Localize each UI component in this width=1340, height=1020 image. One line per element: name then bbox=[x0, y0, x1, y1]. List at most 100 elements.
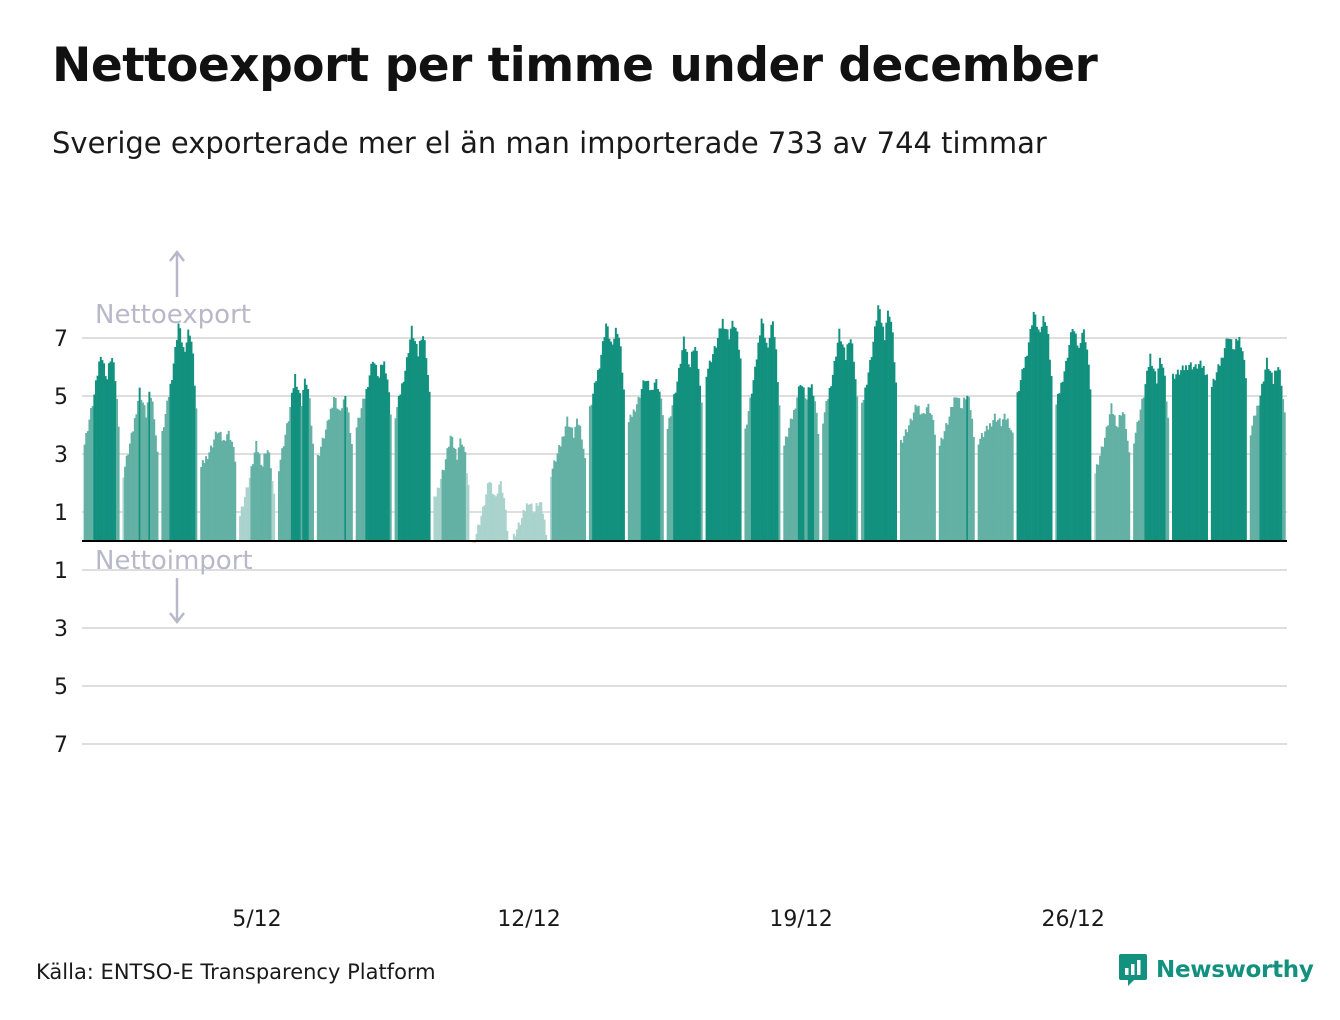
hour-bar bbox=[323, 438, 326, 542]
hour-bar bbox=[959, 408, 962, 541]
hour-bar bbox=[598, 368, 601, 541]
hour-bar bbox=[493, 495, 496, 541]
hour-bar bbox=[104, 376, 107, 541]
hour-bar bbox=[1184, 365, 1187, 541]
hour-bar bbox=[666, 428, 669, 541]
hour-bar bbox=[1235, 338, 1238, 541]
hour-bar bbox=[1079, 343, 1082, 541]
hour-bar bbox=[326, 420, 329, 541]
hour-bar bbox=[1010, 430, 1013, 541]
hour-bar bbox=[551, 468, 554, 541]
hour-bar bbox=[1087, 364, 1090, 541]
hour-bar bbox=[268, 452, 271, 541]
hour-bar bbox=[1259, 395, 1262, 541]
hour-bar bbox=[724, 329, 727, 541]
hour-bar bbox=[250, 466, 253, 541]
hour-bar bbox=[783, 445, 786, 541]
hour-bar bbox=[705, 376, 708, 541]
hour-bar bbox=[1277, 367, 1280, 541]
hour-bar bbox=[979, 438, 982, 541]
hour-bar bbox=[770, 324, 773, 541]
hour-bar bbox=[597, 369, 600, 541]
hour-bar bbox=[652, 389, 655, 541]
hour-bar bbox=[454, 449, 457, 541]
hour-bar bbox=[485, 494, 488, 541]
hour-bar bbox=[718, 328, 721, 541]
hour-bar bbox=[645, 380, 648, 541]
hour-bar bbox=[925, 407, 928, 541]
hour-bar bbox=[1126, 440, 1129, 541]
hour-bar bbox=[1264, 369, 1267, 541]
hour-bar bbox=[695, 350, 698, 541]
hour-bar bbox=[632, 409, 635, 541]
hour-bar bbox=[574, 426, 577, 541]
hour-bar bbox=[856, 396, 859, 541]
chart-subtitle: Sverige exporterade mer el än man import… bbox=[52, 126, 1047, 160]
y-axis-ticks: 7 5 3 1 1 3 5 7 bbox=[54, 327, 68, 758]
hour-bar bbox=[1001, 419, 1004, 541]
hour-bar bbox=[1068, 344, 1071, 541]
hour-bar bbox=[815, 412, 818, 541]
hour-bar bbox=[1150, 365, 1153, 541]
hour-bar bbox=[1008, 427, 1011, 541]
hour-bar bbox=[791, 419, 794, 541]
hour-bar bbox=[588, 406, 591, 541]
hour-bar bbox=[678, 367, 680, 541]
hour-bar bbox=[122, 477, 125, 541]
hour-bar bbox=[226, 434, 229, 541]
hour-bar bbox=[689, 367, 692, 541]
hour-bar bbox=[888, 316, 891, 541]
hour-bar bbox=[1199, 360, 1202, 541]
hour-bar bbox=[184, 351, 187, 541]
hour-bar bbox=[744, 428, 747, 541]
hour-bar bbox=[443, 470, 446, 541]
hour-bar bbox=[1254, 415, 1257, 541]
hour-bar bbox=[269, 468, 272, 541]
hour-bar bbox=[85, 433, 88, 541]
hour-bar bbox=[1231, 349, 1234, 541]
x-tick-label: 26/12 bbox=[1042, 907, 1105, 932]
hour-bar bbox=[195, 408, 198, 541]
hour-bar bbox=[760, 318, 763, 541]
hour-bar bbox=[1112, 414, 1115, 541]
hour-bar bbox=[520, 518, 523, 541]
hour-bar bbox=[346, 407, 348, 541]
hour-bar bbox=[477, 524, 480, 542]
hour-bar bbox=[990, 426, 993, 541]
hour-bar bbox=[371, 361, 374, 541]
hour-bar bbox=[807, 387, 810, 541]
hour-bar bbox=[1055, 404, 1058, 541]
hour-bar bbox=[1167, 417, 1170, 541]
hour-bar bbox=[805, 399, 808, 541]
hour-bar bbox=[328, 419, 331, 541]
hour-bar bbox=[1225, 338, 1228, 541]
hour-bar bbox=[697, 368, 700, 541]
hour-bar bbox=[720, 328, 723, 541]
hour-bar bbox=[1244, 378, 1247, 541]
hour-bar bbox=[1201, 367, 1204, 541]
hour-bar bbox=[532, 512, 535, 541]
hour-bar bbox=[1146, 370, 1149, 541]
hour-bar bbox=[869, 359, 872, 541]
hour-bar bbox=[289, 407, 292, 541]
hour-bar bbox=[388, 392, 391, 541]
hour-bar bbox=[1227, 338, 1230, 541]
hour-bar bbox=[452, 447, 455, 541]
hour-bar bbox=[107, 363, 110, 541]
hour-bar bbox=[1152, 368, 1155, 542]
hour-bar bbox=[789, 418, 792, 541]
hour-bar bbox=[971, 418, 974, 541]
hour-bar bbox=[844, 360, 847, 541]
hour-bar bbox=[644, 381, 646, 541]
hour-bar bbox=[486, 483, 489, 541]
hour-bar bbox=[835, 356, 838, 541]
hour-bar bbox=[754, 366, 757, 541]
hour-bar bbox=[692, 350, 695, 541]
hour-bar bbox=[193, 385, 196, 541]
hour-bar bbox=[993, 413, 996, 541]
hour-bar bbox=[162, 427, 165, 541]
hour-bar bbox=[822, 423, 825, 541]
hour-bar bbox=[629, 414, 632, 541]
hour-bar bbox=[271, 480, 274, 541]
hour-bar bbox=[561, 436, 564, 541]
